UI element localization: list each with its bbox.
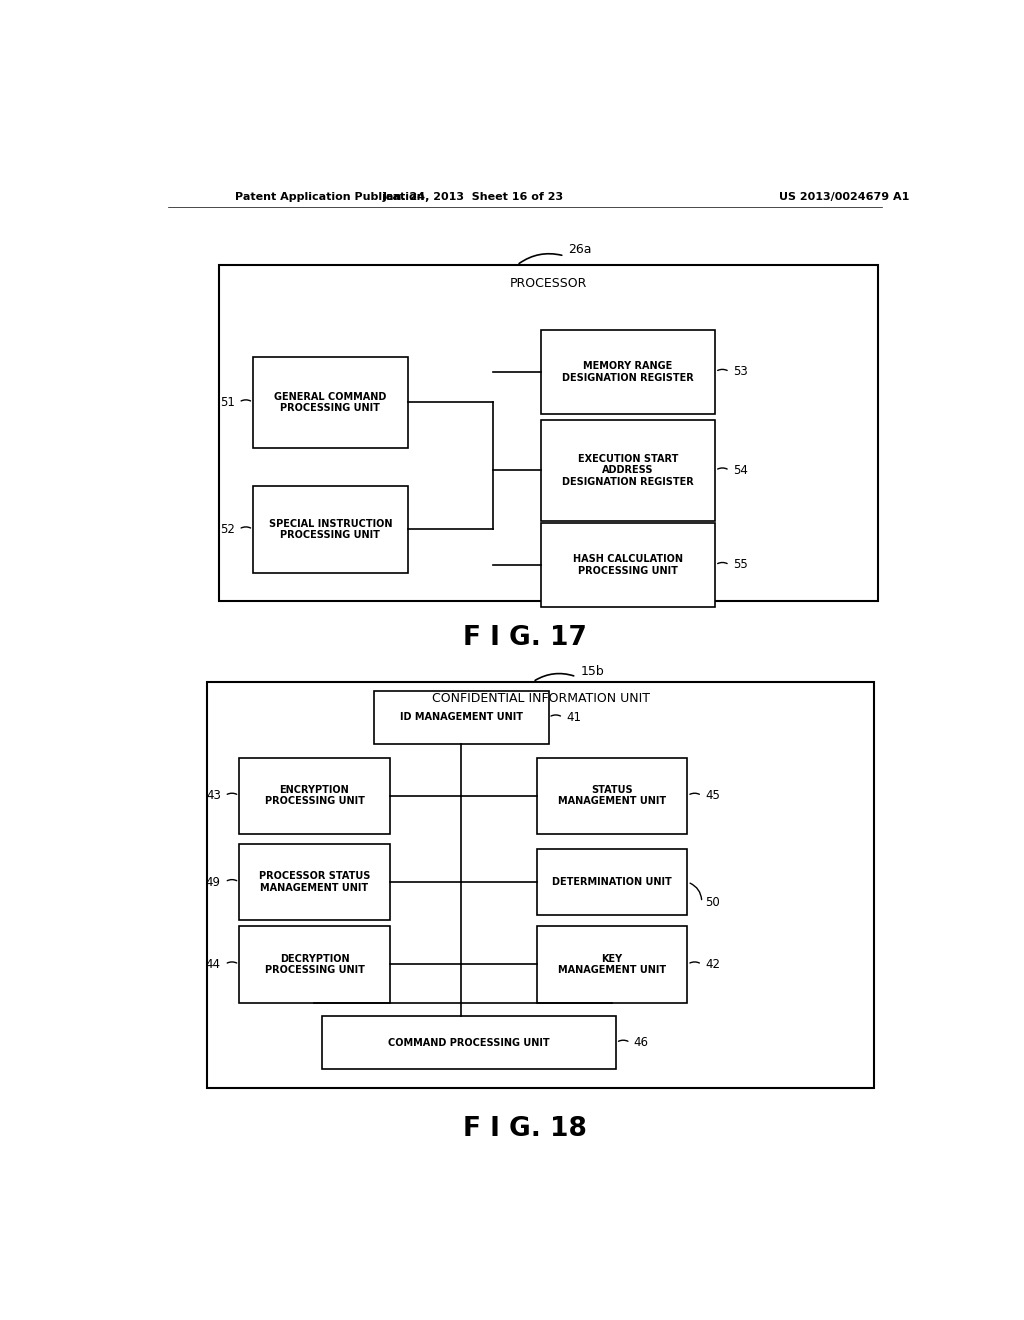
Text: 44: 44 (206, 958, 221, 972)
Text: DECRYPTION
PROCESSING UNIT: DECRYPTION PROCESSING UNIT (264, 953, 365, 975)
Text: 46: 46 (634, 1036, 648, 1049)
Text: 50: 50 (705, 896, 720, 909)
Text: STATUS
MANAGEMENT UNIT: STATUS MANAGEMENT UNIT (558, 785, 667, 807)
Text: US 2013/0024679 A1: US 2013/0024679 A1 (778, 191, 909, 202)
Bar (537, 758, 687, 834)
Text: 55: 55 (733, 558, 748, 572)
Text: MEMORY RANGE
DESIGNATION REGISTER: MEMORY RANGE DESIGNATION REGISTER (562, 362, 694, 383)
Bar (207, 682, 874, 1089)
Text: HASH CALCULATION
PROCESSING UNIT: HASH CALCULATION PROCESSING UNIT (573, 554, 683, 576)
Bar (537, 849, 687, 915)
Text: ENCRYPTION
PROCESSING UNIT: ENCRYPTION PROCESSING UNIT (264, 785, 365, 807)
Text: 51: 51 (220, 396, 234, 409)
Text: 53: 53 (733, 366, 748, 379)
Text: KEY
MANAGEMENT UNIT: KEY MANAGEMENT UNIT (558, 953, 667, 975)
Text: ID MANAGEMENT UNIT: ID MANAGEMENT UNIT (399, 713, 523, 722)
Text: 41: 41 (566, 711, 581, 723)
Text: EXECUTION START
ADDRESS
DESIGNATION REGISTER: EXECUTION START ADDRESS DESIGNATION REGI… (562, 454, 694, 487)
Bar (541, 330, 715, 413)
Text: PROCESSOR: PROCESSOR (510, 277, 588, 290)
Text: 43: 43 (206, 789, 221, 803)
Text: 52: 52 (220, 523, 234, 536)
Bar (219, 265, 878, 601)
Text: COMMAND PROCESSING UNIT: COMMAND PROCESSING UNIT (388, 1038, 550, 1048)
Text: 26a: 26a (568, 243, 592, 256)
Bar (253, 356, 408, 447)
Text: 45: 45 (705, 789, 720, 803)
Text: DETERMINATION UNIT: DETERMINATION UNIT (552, 876, 672, 887)
Text: PROCESSOR STATUS
MANAGEMENT UNIT: PROCESSOR STATUS MANAGEMENT UNIT (259, 871, 371, 892)
Bar (239, 843, 390, 920)
Bar (239, 927, 390, 1002)
Bar (323, 1016, 616, 1069)
Text: SPECIAL INSTRUCTION
PROCESSING UNIT: SPECIAL INSTRUCTION PROCESSING UNIT (268, 519, 392, 540)
Text: Jan. 24, 2013  Sheet 16 of 23: Jan. 24, 2013 Sheet 16 of 23 (383, 191, 564, 202)
Text: GENERAL COMMAND
PROCESSING UNIT: GENERAL COMMAND PROCESSING UNIT (274, 392, 386, 413)
Bar (253, 486, 408, 573)
Bar (374, 690, 549, 744)
Bar (541, 523, 715, 607)
Bar (541, 420, 715, 521)
Bar (239, 758, 390, 834)
Text: Patent Application Publication: Patent Application Publication (236, 191, 425, 202)
Text: 54: 54 (733, 463, 748, 477)
Text: 15b: 15b (581, 665, 604, 678)
Text: F I G. 17: F I G. 17 (463, 626, 587, 651)
Text: 42: 42 (705, 958, 720, 972)
Text: 49: 49 (206, 875, 221, 888)
Bar (537, 927, 687, 1002)
Text: CONFIDENTIAL INFORMATION UNIT: CONFIDENTIAL INFORMATION UNIT (432, 692, 649, 705)
Text: F I G. 18: F I G. 18 (463, 1117, 587, 1142)
